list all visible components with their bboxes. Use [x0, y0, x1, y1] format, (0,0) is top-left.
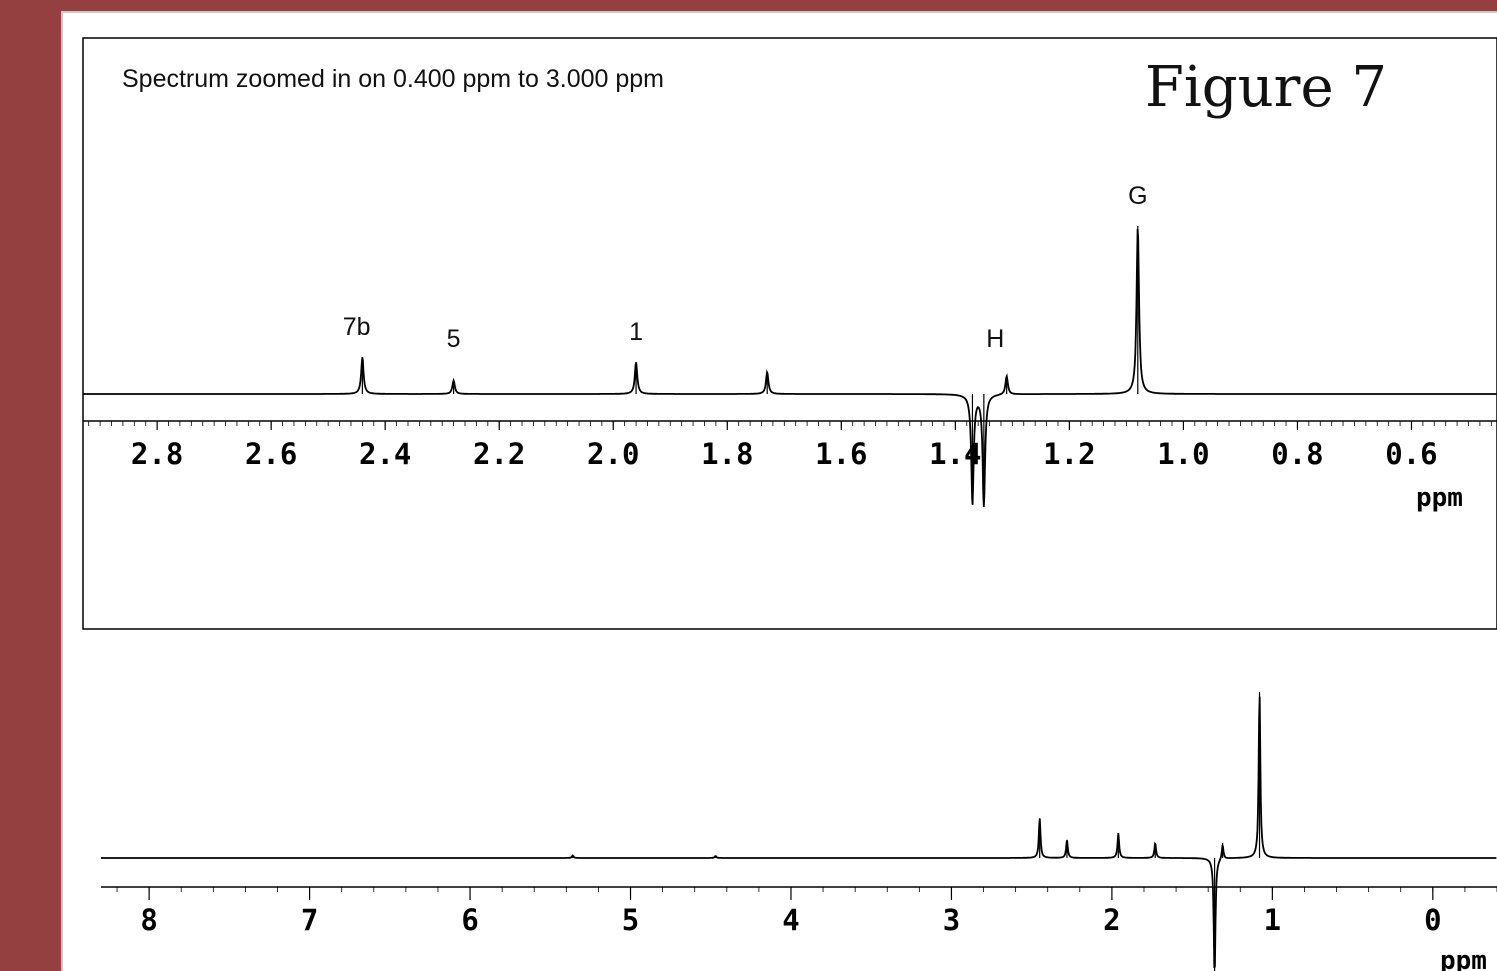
tick-label: 2.6	[245, 437, 297, 471]
full-spectrum: 8 7 6 5 4 3 2 1 0 ppm	[101, 692, 1497, 971]
tick-label: 2.0	[587, 437, 639, 471]
tick-label: 1.4	[929, 437, 981, 471]
peak-label-G: G	[1128, 182, 1147, 210]
spectrum-trace	[83, 228, 1497, 508]
zoomed-spectrum-title: Spectrum zoomed in on 0.400 ppm to 3.000…	[122, 65, 664, 93]
tick-label: 7	[301, 903, 318, 937]
zoomed-spectrum: 2.8 2.6 2.4 2.2 2.0 1.8 1.6 1.4 1.2 1.0 0.8 0.6 ppm 7…	[83, 182, 1497, 513]
tick-label: 4	[782, 903, 799, 937]
peak-label-H: H	[986, 325, 1004, 353]
tick-label: 2.2	[473, 437, 525, 471]
figure-title: Figure 7	[1145, 55, 1388, 120]
tick-label: 8	[140, 903, 157, 937]
x-axis-unit: ppm	[1440, 946, 1487, 971]
tick-label: 2.8	[131, 437, 183, 471]
tick-label: 6	[461, 903, 478, 937]
tick-label: 1.8	[701, 437, 753, 471]
zoomed-panel-frame	[82, 37, 1497, 630]
tick-label: 1	[1264, 903, 1281, 937]
peak-label-5: 5	[447, 325, 461, 353]
tick-label: 1.0	[1157, 437, 1209, 471]
tick-label: 2	[1103, 903, 1120, 937]
tick-label: 1.6	[815, 437, 867, 471]
tick-label: 0.6	[1385, 437, 1437, 471]
tick-label: 5	[622, 903, 639, 937]
tick-label: 2.4	[359, 437, 411, 471]
peak-label-1: 1	[629, 318, 643, 346]
peak-label-7b: 7b	[343, 313, 371, 341]
tick-label: 0	[1424, 903, 1441, 937]
tick-label: 1.2	[1043, 437, 1095, 471]
tick-label: 0.8	[1271, 437, 1323, 471]
x-axis-unit: ppm	[1416, 483, 1463, 513]
spectrum-trace	[101, 696, 1497, 969]
tick-label: 3	[943, 903, 960, 937]
